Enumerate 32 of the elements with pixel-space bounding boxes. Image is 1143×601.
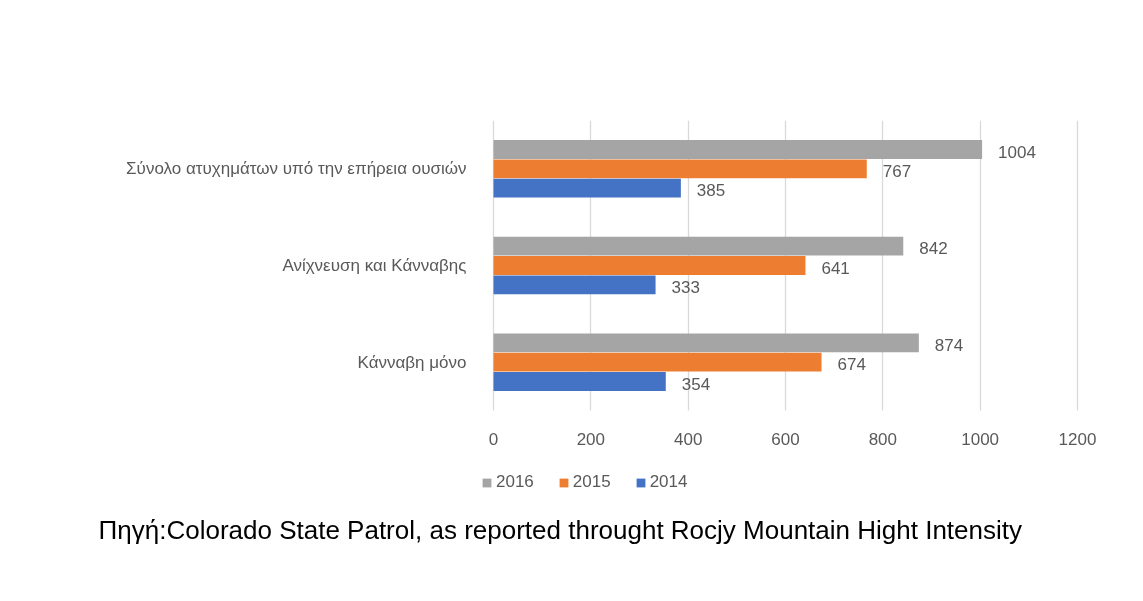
x-tick-label: 600: [771, 429, 800, 449]
x-tick-label: 800: [868, 429, 898, 449]
bar: [493, 372, 666, 391]
bar: [493, 178, 681, 198]
data-label: 674: [837, 355, 866, 375]
legend-label: 2016: [496, 472, 534, 492]
bar: [493, 352, 822, 372]
data-label: 385: [696, 181, 726, 201]
y-tick-label: Ανίχνευση και Κάνναβης: [282, 256, 467, 275]
data-label: 1004: [998, 142, 1036, 162]
data-label: 354: [681, 374, 711, 394]
bar: [493, 256, 806, 275]
y-tick-label: Σύνολο ατυχημάτων υπό την επήρεια ουσιών: [126, 159, 467, 179]
bar: [493, 333, 919, 353]
x-tick-label: 1200: [1058, 429, 1097, 449]
text: Πηγή:Colorado State Patrol, as reported throught Rocjy Mountain Hight Intensity: [98, 514, 1022, 545]
legend-label: 2014: [649, 472, 688, 492]
y-tick-label: Κάνναβη μόνο: [357, 352, 467, 372]
x-tick-label: 0: [488, 429, 499, 449]
x-tick-label: 400: [673, 429, 703, 449]
data-label: 842: [919, 239, 948, 259]
data-label: 767: [882, 161, 912, 181]
data-label: 641: [821, 258, 850, 278]
legend-label: 2015: [572, 472, 611, 492]
bar: [493, 275, 656, 295]
bar: [493, 140, 983, 159]
data-label: 333: [671, 277, 700, 297]
x-tick-label: 1000: [961, 429, 1000, 449]
x-tick-label: 200: [576, 429, 606, 449]
data-label: 874: [934, 335, 964, 355]
bar: [493, 159, 867, 179]
bar: [493, 236, 904, 256]
